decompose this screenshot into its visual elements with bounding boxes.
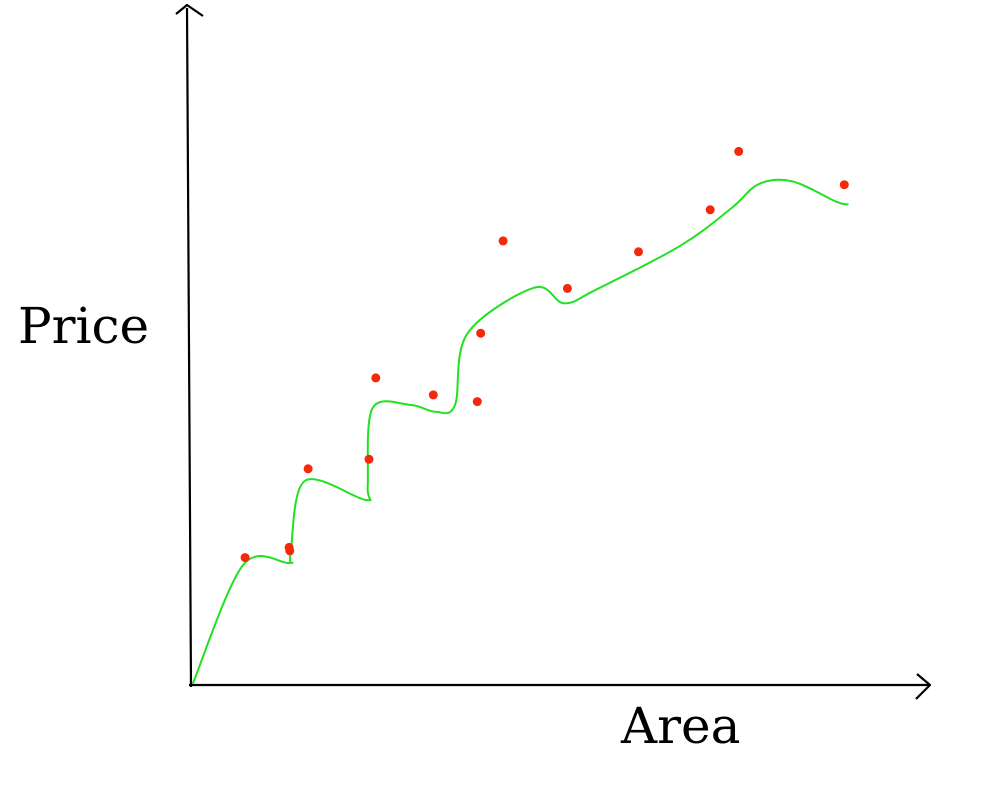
data-point: [284, 542, 294, 552]
data-point: [476, 328, 486, 338]
y-axis-arrow: [175, 3, 204, 17]
data-point: [839, 180, 849, 190]
data-point: [705, 205, 715, 215]
data-point: [364, 454, 374, 464]
data-point: [734, 146, 744, 156]
data-point: [498, 236, 508, 246]
data-point: [371, 373, 381, 383]
data-point: [562, 283, 572, 293]
data-point: [472, 397, 482, 407]
data-point: [634, 247, 643, 257]
data-point: [240, 553, 250, 563]
series-line-0: [192, 178, 849, 684]
y-axis-title: Price: [18, 297, 149, 355]
series-layer: [192, 178, 849, 684]
data-point: [428, 390, 438, 400]
data-point: [303, 464, 313, 474]
x-axis-arrow: [915, 673, 932, 700]
marker-layer: [240, 146, 849, 563]
y-axis-line: [185, 7, 193, 688]
x-axis-title: Area: [620, 697, 740, 755]
